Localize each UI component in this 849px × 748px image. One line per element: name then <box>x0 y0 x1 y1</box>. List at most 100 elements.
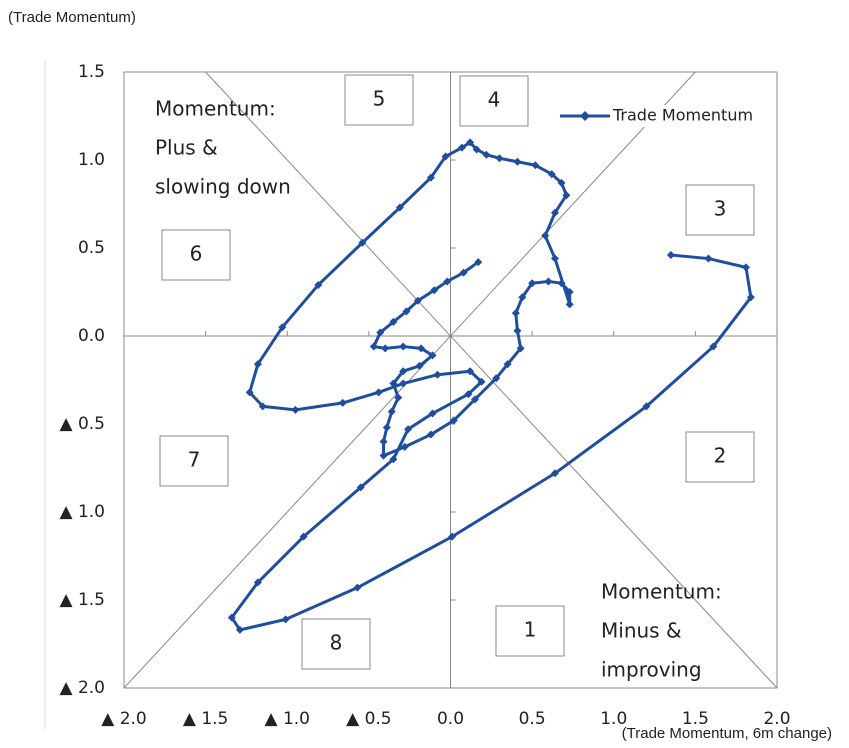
y-axis-label: (Trade Momentum) <box>8 9 136 26</box>
marker <box>449 416 458 425</box>
marker <box>666 251 675 260</box>
marker <box>389 317 398 326</box>
marker <box>387 407 396 416</box>
marker <box>253 578 262 587</box>
quadrant-label: 5 <box>373 87 386 111</box>
quadrant-box <box>161 229 231 281</box>
marker <box>550 254 559 263</box>
quadrant-label: 4 <box>488 88 501 112</box>
marker <box>430 286 439 295</box>
marker <box>746 293 755 302</box>
quadrant-box <box>685 431 755 483</box>
marker <box>338 398 347 407</box>
x-tick-label: ▲ 2.0 <box>101 709 147 729</box>
quadrant-box <box>685 184 755 236</box>
diagonal <box>205 71 778 689</box>
marker <box>709 342 718 351</box>
marker <box>399 367 408 376</box>
y-tick-label: ▲ 2.0 <box>59 678 105 698</box>
marker <box>433 370 442 379</box>
marker <box>516 344 525 353</box>
note: improving <box>601 658 702 682</box>
legend-label: Trade Momentum <box>612 106 753 125</box>
marker <box>400 442 409 451</box>
marker <box>544 277 553 286</box>
marker <box>511 309 520 318</box>
marker <box>395 203 404 212</box>
marker <box>466 367 475 376</box>
marker <box>550 208 559 217</box>
note: Plus & <box>155 136 218 160</box>
x-tick-label: 1.0 <box>600 709 627 729</box>
series-line <box>230 140 753 632</box>
marker <box>443 277 452 286</box>
marker <box>557 178 566 187</box>
quadrant-label: 6 <box>190 242 203 266</box>
marker <box>513 326 522 335</box>
note: Minus & <box>601 619 682 643</box>
quadrant-label: 3 <box>714 197 727 221</box>
marker <box>404 425 413 434</box>
marker <box>235 625 244 634</box>
x-axis-label: (Trade Momentum, 6m change) <box>622 725 832 742</box>
quadrant-label: 7 <box>188 448 201 472</box>
marker <box>291 405 300 414</box>
legend-bg <box>556 105 775 127</box>
marker <box>399 379 408 388</box>
marker <box>426 173 435 182</box>
y-tick-label: ▲ 1.0 <box>59 502 105 522</box>
marker <box>402 307 411 316</box>
marker <box>492 374 501 383</box>
marker <box>477 377 486 386</box>
marker <box>541 231 550 240</box>
x-tick-label: 2.0 <box>763 709 790 729</box>
marker <box>562 191 571 200</box>
marker <box>550 469 559 478</box>
marker <box>466 138 475 147</box>
marker <box>415 361 424 370</box>
marker <box>565 288 574 296</box>
marker <box>474 258 483 267</box>
y-tick-label: 0.0 <box>78 326 105 346</box>
marker <box>459 268 468 277</box>
note: Momentum: <box>155 97 276 121</box>
marker <box>413 296 422 305</box>
marker <box>428 351 437 360</box>
marker <box>741 263 750 272</box>
marker <box>441 152 450 161</box>
marker <box>704 254 713 263</box>
marker <box>369 342 378 351</box>
marker <box>503 360 512 369</box>
marker <box>482 150 491 159</box>
quadrant-box <box>301 618 371 670</box>
y-tick-label: ▲ 0.5 <box>59 414 105 434</box>
y-tick-label: 1.5 <box>78 62 105 82</box>
quadrant-box <box>159 435 229 487</box>
marker <box>353 583 362 592</box>
x-tick-label: 0.0 <box>437 709 464 729</box>
quadrant-box <box>459 75 529 127</box>
marker <box>314 280 323 289</box>
quadrant-label: 2 <box>714 444 727 468</box>
marker <box>448 532 457 541</box>
marker <box>253 360 262 369</box>
marker <box>531 161 540 170</box>
marker <box>495 154 504 163</box>
marker <box>428 409 437 418</box>
quadrant-box <box>344 74 414 126</box>
y-tick-label: 0.5 <box>78 238 105 258</box>
quadrant-box <box>495 605 565 657</box>
marker <box>389 455 398 464</box>
x-tick-label: 1.5 <box>682 709 709 729</box>
marker <box>381 344 390 353</box>
marker <box>376 328 385 337</box>
marker <box>281 615 290 624</box>
marker <box>642 402 651 411</box>
marker <box>470 395 479 404</box>
marker <box>394 393 403 402</box>
marker <box>557 279 566 288</box>
diagonal <box>123 71 696 689</box>
marker <box>417 344 426 353</box>
